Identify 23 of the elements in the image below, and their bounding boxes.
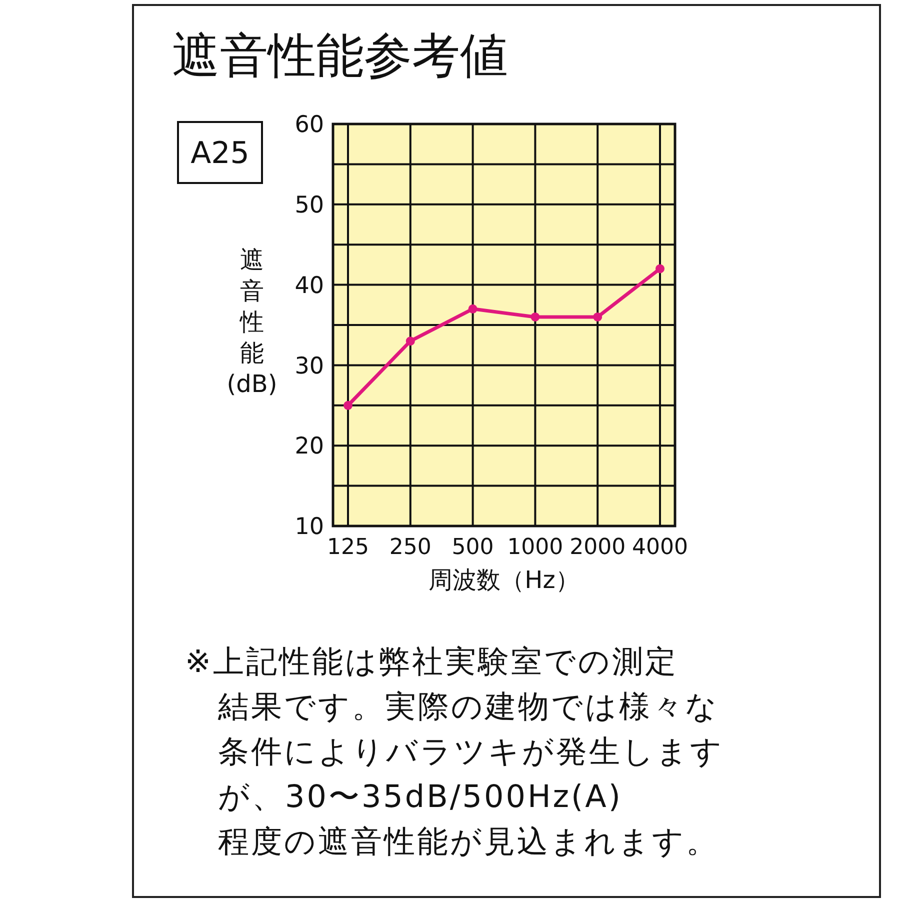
y-tick-label: 50 — [294, 192, 324, 218]
point — [406, 336, 415, 346]
x-tick-label: 500 — [452, 535, 494, 560]
y-tick-label: 30 — [294, 353, 324, 380]
x-tick-label: 1000 — [507, 535, 564, 560]
x-axis-title: 周波数（Hz） — [428, 566, 580, 594]
text: A25 — [190, 136, 250, 171]
y-tick-label: 60 — [294, 112, 324, 138]
point — [656, 264, 664, 274]
point — [468, 304, 478, 314]
point — [593, 312, 602, 322]
chart-title: 遮音性能参考値 — [172, 28, 508, 84]
y-tick-label: 10 — [294, 514, 324, 540]
x-tick-label: 125 — [327, 535, 369, 560]
text: ※上記性能は弊社実験室での測定結果です。実際の建物では様々な条件によりバラツキが発生しますが、30〜35dB/500Hz(A)程度の遮音性能が見込まれます。 — [185, 644, 724, 860]
x-tick-label: 250 — [389, 535, 432, 560]
point — [344, 400, 352, 410]
y-tick-label: 40 — [294, 272, 324, 299]
point — [530, 312, 540, 322]
y-axis-title: 遮音性能(dB) — [226, 246, 278, 398]
x-tick-label: 4000 — [632, 535, 688, 560]
x-tick-label: 2000 — [570, 535, 626, 560]
y-tick-label: 20 — [294, 434, 324, 460]
